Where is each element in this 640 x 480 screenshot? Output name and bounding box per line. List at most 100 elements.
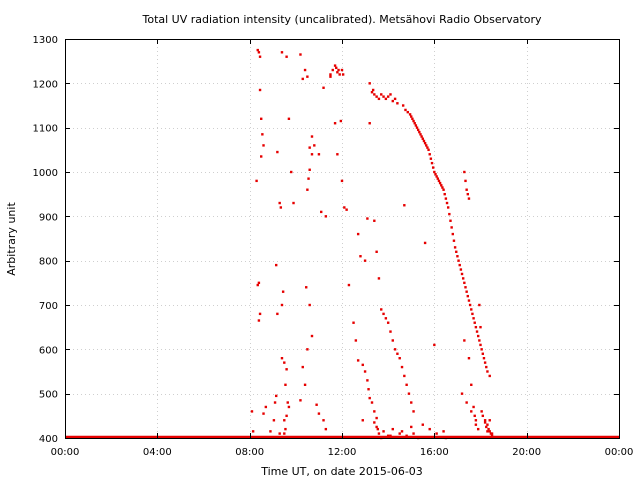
- data-point: [465, 188, 468, 191]
- data-point: [412, 410, 415, 413]
- data-point: [420, 135, 423, 138]
- data-point: [461, 277, 465, 280]
- data-point: [483, 421, 487, 424]
- data-point: [329, 75, 332, 78]
- data-point: [356, 232, 360, 236]
- data-point: [306, 348, 309, 351]
- data-point: [363, 370, 367, 373]
- data-point: [442, 430, 445, 433]
- data-point: [464, 286, 467, 289]
- data-point: [471, 312, 474, 316]
- data-point: [480, 348, 483, 351]
- data-point: [483, 419, 487, 422]
- data-point: [466, 294, 469, 298]
- x-tick-label: 20:00: [512, 447, 541, 458]
- data-point: [317, 412, 321, 415]
- data-point: [386, 434, 390, 437]
- data-point: [476, 427, 480, 431]
- data-point: [273, 401, 277, 404]
- data-point: [340, 179, 344, 183]
- data-point: [440, 184, 443, 187]
- y-tick-label: 700: [39, 301, 58, 312]
- data-point: [458, 263, 461, 267]
- data-point: [460, 272, 464, 276]
- data-point: [373, 421, 376, 424]
- data-point: [490, 432, 494, 435]
- data-point: [272, 419, 276, 422]
- data-point: [377, 432, 381, 435]
- data-point: [361, 419, 364, 422]
- data-point: [352, 321, 355, 324]
- data-point: [343, 206, 346, 209]
- data-point: [336, 153, 339, 156]
- data-point: [475, 330, 479, 333]
- data-point: [470, 410, 473, 413]
- data-point: [442, 188, 445, 191]
- data-point: [257, 51, 261, 54]
- data-point: [257, 319, 261, 322]
- data-point: [428, 153, 431, 156]
- data-point: [307, 177, 310, 180]
- data-point: [474, 325, 478, 329]
- data-point: [419, 133, 422, 136]
- data-point: [441, 186, 444, 189]
- data-point: [421, 423, 424, 426]
- data-point: [434, 173, 437, 176]
- data-point: [256, 283, 259, 287]
- data-point: [299, 399, 302, 402]
- data-point: [279, 206, 283, 209]
- data-point: [474, 423, 478, 426]
- data-point: [476, 334, 480, 338]
- data-point: [359, 255, 362, 258]
- data-point: [423, 141, 427, 145]
- x-axis-title: Time UT, on date 2015-06-03: [260, 465, 423, 478]
- data-point: [431, 166, 435, 169]
- data-point: [340, 68, 344, 72]
- y-tick-label: 1000: [33, 168, 58, 179]
- y-tick-label: 600: [39, 345, 58, 356]
- data-point: [410, 401, 413, 404]
- data-point: [415, 126, 419, 129]
- data-point: [305, 286, 308, 289]
- data-point: [308, 168, 311, 171]
- data-point: [280, 51, 284, 54]
- data-point: [470, 383, 473, 386]
- data-point: [435, 175, 438, 178]
- data-point: [317, 153, 321, 156]
- data-point: [371, 88, 375, 92]
- y-tick-labels: 400 500 600 700 800 900 1000 1100 1200 1300: [33, 35, 58, 445]
- data-point: [280, 357, 284, 360]
- data-point: [472, 317, 475, 320]
- x-tick-label: 00:00: [51, 447, 80, 458]
- data-point: [283, 361, 286, 364]
- data-point: [490, 434, 494, 437]
- data-point: [470, 308, 473, 311]
- data-point: [486, 430, 489, 433]
- data-point: [472, 405, 475, 409]
- data-point: [427, 148, 430, 152]
- data-point: [258, 55, 262, 58]
- data-point: [261, 133, 264, 136]
- data-point: [285, 55, 288, 58]
- y-tick-label: 1200: [33, 79, 58, 90]
- data-point: [467, 357, 471, 360]
- y-tick-label: 1100: [33, 124, 58, 135]
- data-point: [310, 135, 314, 138]
- data-point: [401, 104, 405, 107]
- data-point: [446, 206, 450, 209]
- data-point: [422, 139, 426, 143]
- data-point: [322, 86, 325, 89]
- data-point: [276, 150, 279, 154]
- data-point: [418, 130, 421, 134]
- data-point: [290, 170, 293, 174]
- data-point: [258, 312, 262, 316]
- data-point: [486, 423, 489, 426]
- data-point: [322, 419, 325, 422]
- data-point: [426, 146, 429, 149]
- data-point: [488, 374, 491, 378]
- data-point: [375, 95, 378, 98]
- data-point: [438, 181, 442, 185]
- data-point: [407, 392, 411, 395]
- data-point: [339, 119, 343, 123]
- data-point: [258, 88, 262, 92]
